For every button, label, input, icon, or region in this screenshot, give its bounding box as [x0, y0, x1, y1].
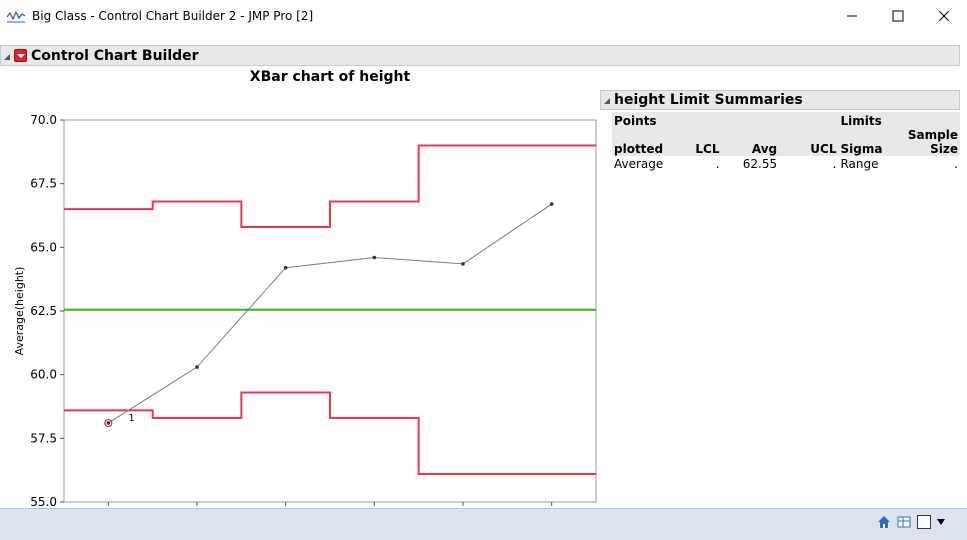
table-cell: . — [954, 157, 958, 171]
close-button[interactable] — [921, 0, 967, 31]
col-header-points-plotted: plotted — [612, 128, 694, 156]
minimize-icon — [847, 15, 857, 16]
outline-header: Control Chart Builder — [0, 45, 960, 66]
y-axis-label: Average(height) — [13, 267, 26, 356]
table-cell: Range — [840, 157, 879, 171]
data-point[interactable] — [195, 365, 199, 369]
data-point[interactable] — [283, 265, 288, 270]
table-cell: 62.55 — [742, 157, 778, 171]
data-point[interactable] — [461, 262, 465, 266]
series-line — [108, 203, 552, 424]
test-flag-label: 1 — [128, 413, 134, 424]
report-content: Control Chart Builder XBar chart of heig… — [0, 31, 967, 540]
y-tick-label: 67.5 — [30, 177, 57, 191]
minimize-button[interactable] — [829, 0, 875, 31]
disclosure-triangle-icon[interactable] — [4, 53, 10, 60]
red-triangle-menu-icon[interactable] — [14, 49, 27, 62]
maximize-button[interactable] — [875, 0, 921, 31]
table-row: Average . 62.55 . Range . — [612, 156, 960, 172]
data-point[interactable] — [372, 255, 377, 260]
limit-summaries-table: Points Limits plotted LCL Avg UCL Sigma … — [612, 112, 960, 172]
table-cell: Average — [614, 157, 664, 171]
table-cell: . — [832, 157, 837, 171]
col-header — [721, 112, 780, 128]
limit-summaries-header: height Limit Summaries — [600, 90, 960, 110]
table-cell: . — [715, 157, 720, 171]
select-box[interactable] — [917, 515, 931, 529]
data-point[interactable] — [106, 421, 111, 425]
grid-icon[interactable] — [897, 515, 911, 529]
outline-title: Control Chart Builder — [31, 47, 199, 64]
col-header-sample-size: Sample Size — [884, 128, 960, 156]
y-tick-label: 65.0 — [30, 240, 57, 254]
dropdown-arrow-icon[interactable] — [937, 519, 945, 525]
col-header — [779, 112, 839, 128]
window-controls — [829, 0, 967, 31]
home-icon[interactable] — [877, 515, 891, 529]
y-tick-label: 70.0 — [30, 113, 57, 127]
col-header — [693, 112, 722, 128]
col-header-ucl: UCL — [779, 128, 839, 156]
y-tick-label: 62.5 — [30, 304, 57, 318]
title-bar: Big Class - Control Chart Builder 2 - JM… — [0, 0, 967, 31]
plot-frame — [63, 119, 597, 503]
y-tick-label: 55.0 — [30, 495, 57, 509]
window-title: Big Class - Control Chart Builder 2 - JM… — [32, 8, 314, 23]
col-header: Points — [612, 112, 694, 128]
col-header: Limits — [838, 112, 885, 128]
limit-summaries-title: height Limit Summaries — [614, 92, 803, 108]
col-header-avg: Avg — [721, 128, 780, 156]
y-tick-label: 57.5 — [30, 431, 57, 445]
col-header — [884, 112, 960, 128]
status-tools — [877, 515, 945, 529]
data-point[interactable] — [549, 202, 554, 206]
jmp-chart-icon — [6, 9, 26, 22]
maximize-icon — [892, 10, 904, 21]
flagged-point-marker[interactable] — [104, 418, 113, 428]
y-tick-label: 60.0 — [30, 368, 57, 382]
xbar-chart[interactable]: 55.057.560.062.565.067.570.0121314151617… — [0, 81, 600, 540]
lcl-line — [64, 391, 596, 475]
status-bar — [0, 508, 967, 540]
chart-title: XBar chart of height — [249, 69, 411, 85]
ucl-line — [64, 144, 596, 228]
disclosure-triangle-icon[interactable] — [604, 98, 610, 104]
close-icon — [938, 10, 950, 21]
col-header-lcl: LCL — [693, 128, 722, 156]
table-header-row: Points Limits — [612, 112, 960, 128]
limit-summaries-panel: height Limit Summaries Points Limits plo… — [600, 90, 960, 172]
col-header-limits-sigma: Sigma — [838, 128, 885, 156]
table-header-row: plotted LCL Avg UCL Sigma Sample Size — [612, 128, 960, 156]
